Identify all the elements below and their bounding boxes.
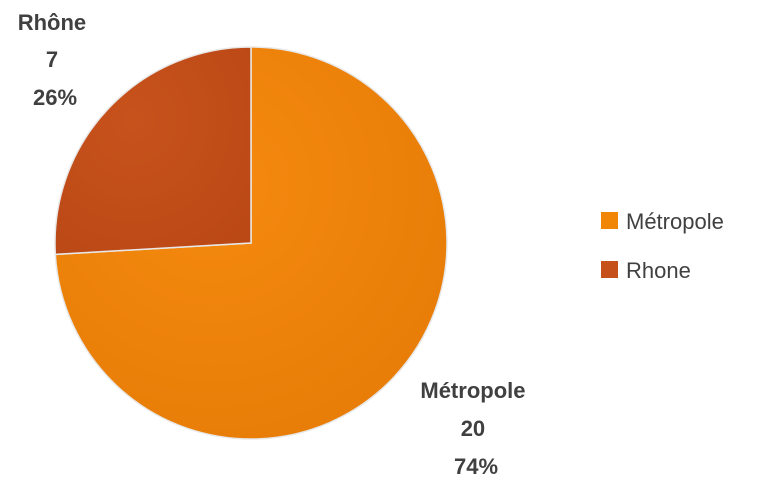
data-label-metropole-name: Métropole: [420, 378, 525, 403]
legend-swatch-metropole: [601, 212, 618, 229]
legend-label-metropole: Métropole: [626, 209, 724, 234]
legend-swatch-rhone: [601, 261, 618, 278]
data-label-rhone-percent: 26%: [33, 85, 77, 110]
data-label-metropole-percent: 74%: [454, 454, 498, 479]
pie-slices: [54, 46, 448, 440]
data-label-rhone-value: 7: [46, 47, 58, 72]
data-label-metropole-value: 20: [461, 416, 485, 441]
data-label-rhone: Rhône 7 26%: [18, 10, 93, 110]
legend: Métropole Rhone: [601, 209, 724, 283]
data-label-rhone-name: Rhône: [18, 10, 86, 35]
data-label-metropole: Métropole 20 74%: [420, 378, 531, 479]
pie-slice-rhone: [54, 46, 252, 256]
legend-label-rhone: Rhone: [626, 258, 691, 283]
